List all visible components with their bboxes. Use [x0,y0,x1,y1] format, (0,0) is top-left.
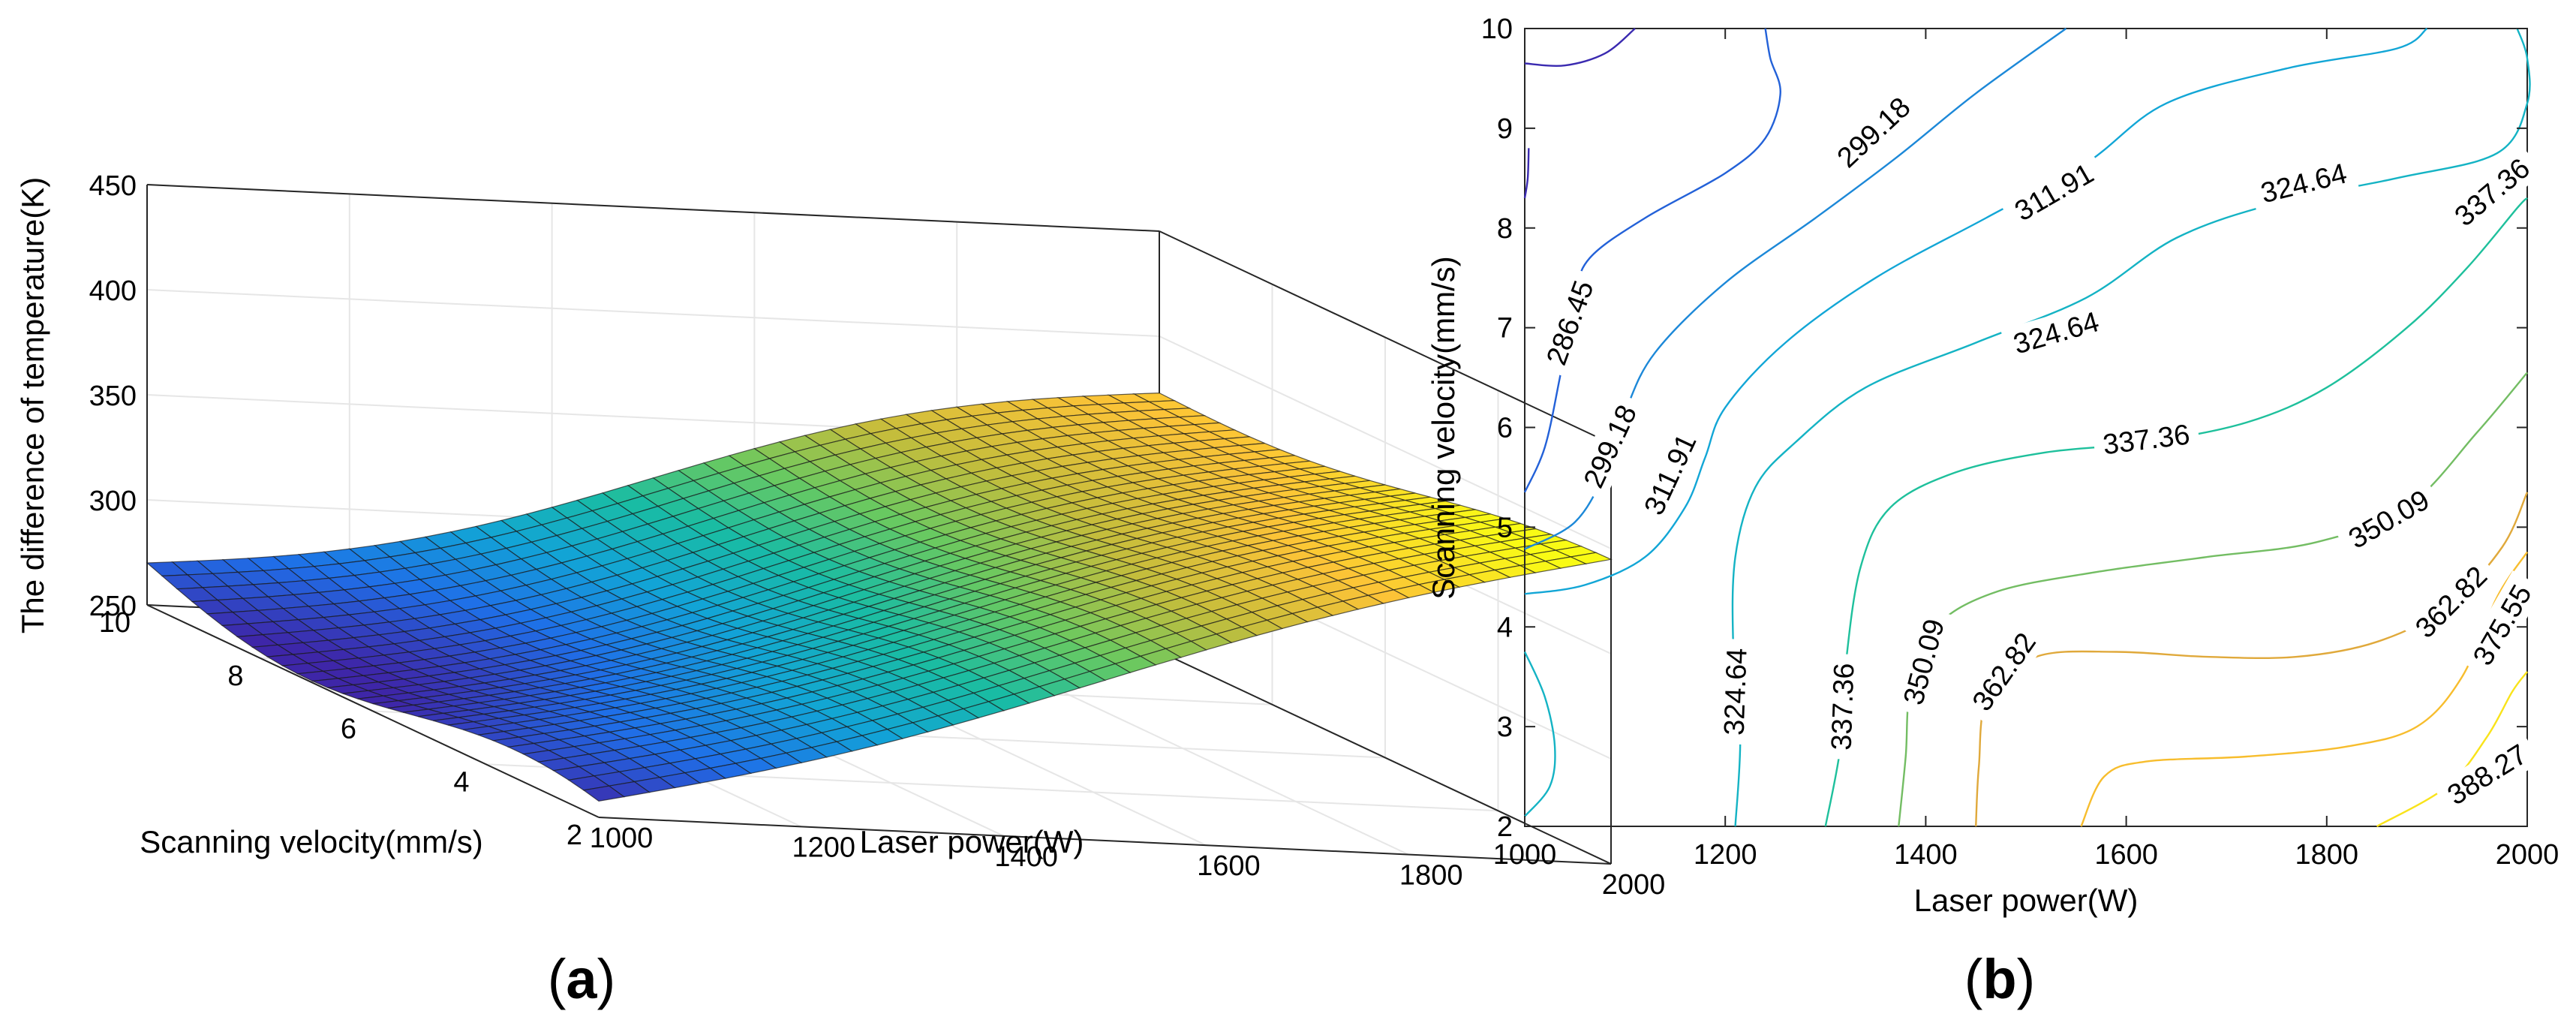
axes-box-edge [598,817,1612,865]
contour-level-label: 286.45 [1540,277,1600,370]
axes-box-edge [1159,651,1612,865]
surface-patch [582,785,626,802]
contour-tick-labels: 1000 1200 1400 1600 1800 2000 2 3 4 5 6 7 8 9 10 [1481,14,2559,871]
x-tick-label: 1000 [1493,839,1557,871]
contour-line [1523,148,1530,199]
contour-label-background [1715,638,1756,745]
power-tick-label: 1800 [1399,860,1463,892]
contour-line [1523,651,1556,817]
contour-x-axis-label: Laser power(W) [1914,883,2139,918]
velocity-tick-label: 2 [567,820,582,851]
contour-label-background [1958,618,2049,726]
y-tick-label: 2 [1497,811,1513,843]
contour-y-axis-label: Scanning velocity(mm/s) [1426,256,1461,599]
power-tick-label: 1600 [1197,850,1261,882]
contour-line [1523,28,1781,493]
panel-label-a: (a) [548,948,615,1010]
y-tick-label: 9 [1497,113,1513,145]
contour-level-label: 324.64 [1719,648,1754,736]
contour-label-background [2000,300,2112,365]
x-tick-label: 1800 [2295,839,2359,871]
contour-label-background [2433,731,2541,818]
axes-box-edge [146,184,1160,232]
contour-label-background [1823,653,1862,760]
contour-label-background [1534,267,1605,378]
y-tick-label: 8 [1497,213,1513,245]
velocity-axis-label: Scanning velocity(mm/s) [140,824,482,859]
contour-line [1975,492,2529,827]
contour-label-background [2460,570,2544,680]
x-tick-label: 1600 [2094,839,2158,871]
y-tick-label: 5 [1497,512,1513,543]
contour-label-background [2248,152,2359,214]
y-tick-label: 10 [1481,14,1513,45]
velocity-tick-label: 6 [341,714,356,745]
contour-line [1524,28,1636,67]
z-axis-label: The difference of temperature(K) [15,177,50,634]
power-tick-label: 1000 [590,823,654,854]
x-tick-label: 1200 [1694,839,1757,871]
axes-box-edge [146,604,600,818]
y-tick-label: 3 [1497,712,1513,743]
z-tick-label: 250 [89,591,137,622]
temperature-surface [146,392,1613,802]
axes-box-edge [1159,230,1612,444]
contour-label-background [1892,606,1955,718]
x-tick-label: 1400 [1894,839,1958,871]
contour-label-background [1823,83,1925,182]
y-tick-label: 7 [1497,313,1513,345]
y-tick-label: 4 [1497,612,1513,643]
contour-level-label: 337.36 [1826,663,1860,751]
contour-label-background [2401,552,2501,652]
contour-label-background [2334,477,2444,561]
velocity-tick-label: 8 [227,660,243,692]
contour-level-label: 299.18 [1832,92,1917,174]
contour-level-label: 299.18 [1578,401,1643,493]
contour-label-background [2440,144,2544,240]
power-axis-label: Laser power(W) [860,824,1084,859]
z-tick-label: 300 [89,486,137,517]
velocity-tick-label: 4 [453,766,469,798]
contour-label-background [1999,150,2109,234]
contour-line [2376,671,2528,828]
x-tick-label: 2000 [2496,839,2559,871]
contour-label-background [1631,419,1709,530]
panel-label-b: (b) [1964,948,2036,1010]
contour-label-background [2091,415,2201,464]
z-tick-label: 400 [89,275,137,307]
z-tick-label: 350 [89,381,137,412]
contour-line [1524,27,2428,595]
power-tick-label: 2000 [1602,869,1666,901]
power-tick-label: 1400 [994,841,1058,873]
z-tick-label: 450 [89,170,137,202]
power-tick-label: 1200 [792,832,856,863]
contour-level-label: 311.91 [2009,158,2099,227]
contour-level-label: 311.91 [1639,429,1703,520]
velocity-tick-label: 10 [99,607,131,639]
y-tick-label: 6 [1497,413,1513,444]
contour-label-background [1571,391,1649,502]
